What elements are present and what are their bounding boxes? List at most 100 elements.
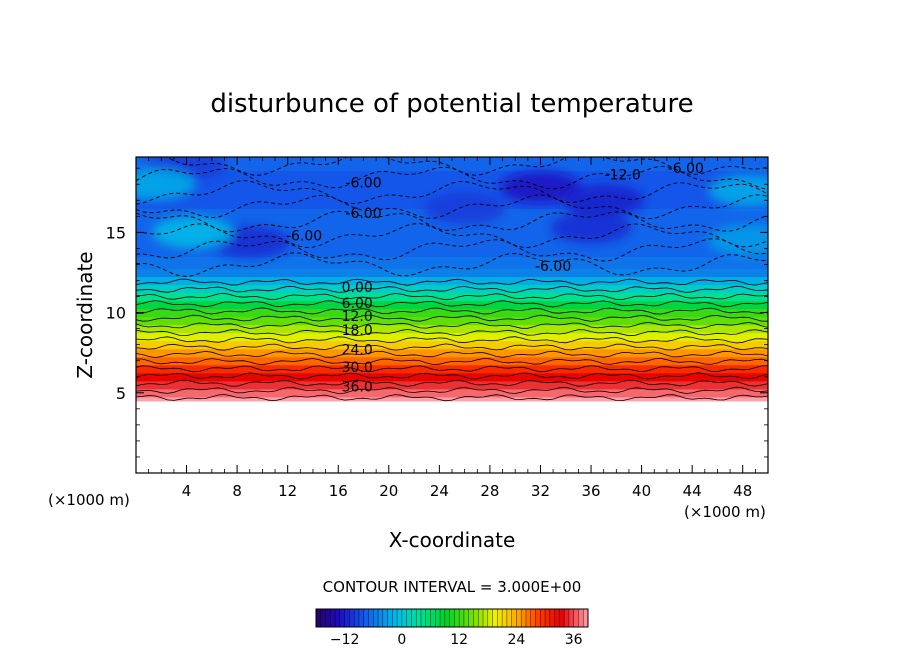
colorbar-cell — [373, 609, 379, 627]
colorbar-cell — [535, 609, 541, 627]
contour-line-negative — [136, 210, 768, 233]
colorbar-cell — [449, 609, 455, 627]
colorbar-cell — [454, 609, 460, 627]
heatmap-band — [136, 348, 768, 358]
contour-line — [136, 292, 768, 301]
x-tick-label: 24 — [430, 482, 449, 500]
colorbar-cell — [540, 609, 546, 627]
x-tick-label: 28 — [480, 482, 499, 500]
contour-line — [136, 285, 768, 293]
x-tick-label: 4 — [182, 482, 192, 500]
contour-label: -6.00 — [345, 176, 381, 192]
heatmap-band — [136, 157, 768, 172]
heatmap-band — [136, 388, 768, 398]
colorbar — [315, 608, 589, 628]
colorbar-cell — [578, 609, 584, 627]
heatmap-patch — [136, 168, 196, 201]
contour-line — [136, 278, 768, 286]
colorbar-cell — [478, 609, 484, 627]
contour-label: 24.0 — [342, 342, 373, 358]
x-tick-label: 20 — [379, 482, 398, 500]
y-tick-label: 15 — [106, 223, 126, 242]
colorbar-cell — [473, 609, 479, 627]
x-tick-label: 44 — [683, 482, 702, 500]
contour-lines — [136, 157, 768, 402]
x-axis-label: X-coordinate — [389, 528, 516, 552]
colorbar-cell — [511, 609, 517, 627]
chart-title: disturbunce of potential temperature — [210, 89, 693, 119]
colorbar-cell — [330, 609, 336, 627]
contour-line-negative — [136, 194, 768, 220]
colorbar-cell — [406, 609, 412, 627]
heatmap-band — [136, 308, 768, 318]
colorbar-cell — [425, 609, 432, 627]
heatmap-patch — [424, 192, 506, 225]
colorbar-cell — [401, 609, 408, 627]
heatmap-band — [136, 300, 768, 310]
y-axis-label: Z-coordinate — [73, 251, 97, 378]
heatmap-band — [136, 324, 768, 334]
contour-line-negative — [136, 165, 768, 190]
colorbar-cell — [573, 609, 579, 627]
heatmap-band — [136, 268, 768, 278]
x-unit-label-right: (×1000 m) — [684, 503, 766, 521]
colorbar-cell — [487, 609, 494, 627]
contour-label: -6.00 — [668, 161, 704, 177]
contour-line — [136, 314, 768, 322]
heatmap-patch — [708, 174, 768, 207]
colorbar-cell — [316, 609, 322, 627]
heatmap-patch — [708, 224, 768, 257]
colorbar-cell — [435, 609, 441, 627]
colorbar-tick-label: −12 — [330, 632, 360, 648]
heatmap-band — [136, 276, 768, 286]
colorbar-cell — [468, 609, 474, 627]
colorbar-cell — [416, 609, 422, 627]
x-tick-label: 48 — [733, 482, 752, 500]
heatmap-patches — [136, 157, 768, 259]
colorbar-cell — [420, 609, 427, 627]
contour-line — [136, 372, 768, 380]
colorbar-cell — [440, 609, 446, 627]
heatmap-patch — [563, 184, 645, 217]
colorbar-cell — [339, 609, 346, 627]
colorbar-ticks: −12 0 12 24 36 — [330, 632, 583, 648]
colorbar-frame — [315, 608, 589, 628]
contour-label: -6.00 — [345, 206, 381, 222]
contour-line — [136, 336, 768, 344]
colorbar-cell — [521, 609, 527, 627]
y-tick-label: 10 — [106, 304, 126, 323]
x-tick-label: 8 — [232, 482, 242, 500]
colorbar-cell — [378, 609, 384, 627]
contour-line-negative — [136, 238, 768, 262]
colorbar-cell — [492, 609, 498, 627]
contour-label: 12.0 — [342, 309, 373, 325]
colorbar-cell — [392, 609, 398, 627]
heatmap-band — [136, 332, 768, 342]
contour-line — [136, 365, 768, 373]
contour-line — [136, 307, 768, 315]
heatmap-band — [136, 316, 768, 326]
heatmap-patch — [550, 211, 632, 244]
contour-labels: 36.0 30.0 24.0 18.012.06.000.00 -6.00 -6.00 -6… — [286, 161, 704, 395]
colorbar-cell — [325, 609, 331, 627]
colorbar-cell — [349, 609, 355, 627]
x-tick-label: 12 — [278, 482, 297, 500]
colorbar-cell — [568, 609, 575, 627]
heatmap-patch — [500, 171, 581, 204]
x-tick-label: 32 — [531, 482, 550, 500]
contour-label: -12.0 — [605, 168, 641, 184]
contour-line — [136, 321, 768, 330]
contour-label: 36.0 — [342, 379, 373, 395]
colorbar-cell — [530, 609, 537, 627]
contour-line — [136, 394, 768, 402]
y-axis-ticks: 5 10 15 — [106, 167, 768, 458]
contour-line — [136, 300, 768, 308]
colorbar-cell — [559, 609, 565, 627]
colorbar-cell — [344, 609, 350, 627]
contour-line-negative — [165, 157, 768, 176]
contour-label: -6.00 — [535, 259, 571, 275]
contour-line-negative — [136, 180, 768, 205]
colorbar-cell — [545, 609, 551, 627]
colorbar-cell — [497, 609, 503, 627]
